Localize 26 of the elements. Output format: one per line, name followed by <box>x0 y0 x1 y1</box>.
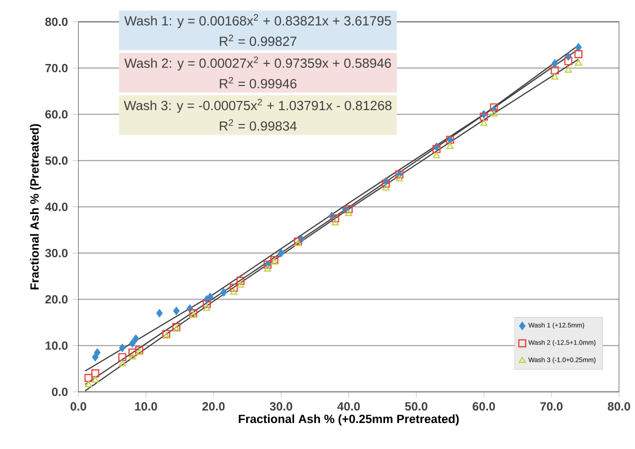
annotation: Wash 2: y = 0.00027x$^{2}$ + 0.97359x + 0.58946 <box>124 56 391 70</box>
y-tick-label: 60.0 <box>45 110 68 118</box>
x-tick-label: 50.0 <box>405 402 428 410</box>
y-tick-label: 20.0 <box>45 294 68 304</box>
y-tick-label: 70.0 <box>45 64 68 72</box>
x-tick-label: 60.0 <box>472 402 495 410</box>
annotation: R$^{2}$ = 0.99827 <box>220 34 296 46</box>
x-axis-title: Fractional Ash % (+0.25mm Pretreated) <box>238 414 459 426</box>
annotation: Wash 3: y = -0.00075x$^{2}$ + 1.03791x - 0.81268 <box>124 98 392 113</box>
x-tick-label: 30.0 <box>270 402 292 410</box>
y-tick-label: 0.0 <box>52 387 68 396</box>
y-tick-label: 40.0 <box>45 202 68 211</box>
x-tick-label: 0.0 <box>70 402 86 410</box>
y-tick-label: 30.0 <box>45 248 68 258</box>
y-tick-label: 50.0 <box>45 156 68 165</box>
x-tick-label: 20.0 <box>202 402 225 410</box>
y-tick-label: 10.0 <box>46 341 68 350</box>
x-tick-label: 40.0 <box>337 402 360 410</box>
y-axis-title: Fractional Ash % (Pretreated) <box>30 124 42 290</box>
x-tick-label: 10.0 <box>135 402 158 410</box>
annotation: Wash 1: y = 0.00168x$^{2}$ + 0.83821x + 3.61795 <box>124 14 391 28</box>
x-tick-label: 80.0 <box>608 402 630 410</box>
annotation: R$^{2}$ = 0.99834 <box>220 119 297 130</box>
y-tick-label: 80.0 <box>45 17 68 26</box>
x-tick-label: 70.0 <box>540 402 563 410</box>
annotation: R$^{2}$ = 0.99946 <box>220 76 296 88</box>
